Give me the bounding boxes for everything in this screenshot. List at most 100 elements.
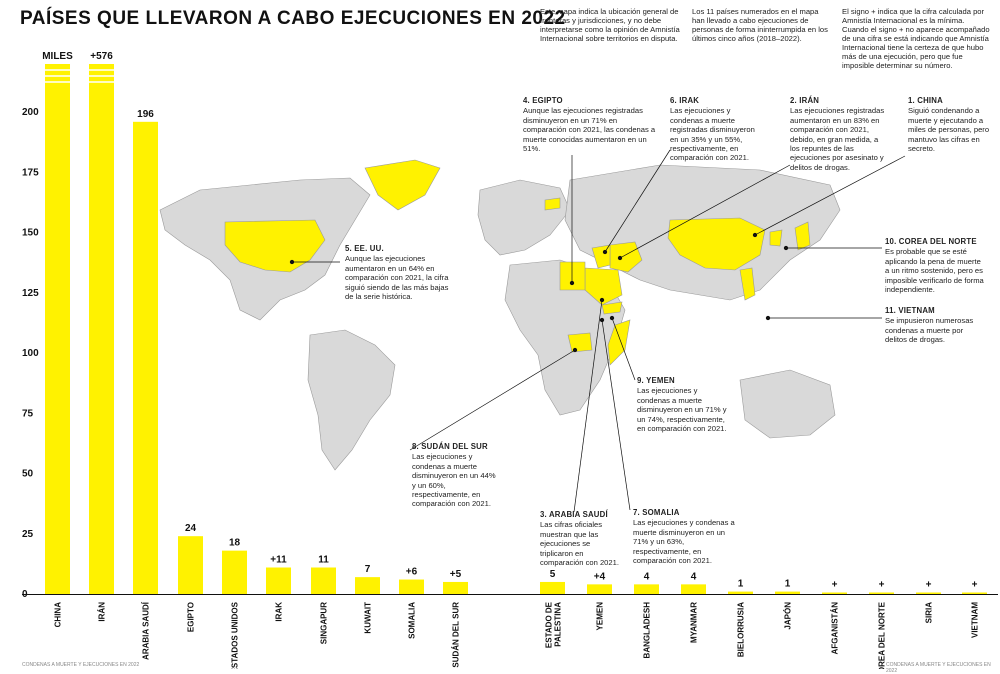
leader-south-sudan xyxy=(409,349,576,451)
bar xyxy=(634,584,659,594)
leader-china xyxy=(754,155,906,236)
callout-title: 8. SUDÁN DEL SUR xyxy=(412,442,488,451)
map-sudan-south xyxy=(567,332,593,353)
map-somalia xyxy=(607,319,631,366)
category-label: IRAK xyxy=(275,602,284,622)
category-label: EGIPTO xyxy=(187,602,196,632)
y-tick-label: 150 xyxy=(22,228,39,239)
callout-somalia: 7. SOMALIA Las ejecuciones y condenas a … xyxy=(633,508,738,565)
bar-value-label: 11 xyxy=(318,555,329,566)
map-land xyxy=(159,159,841,471)
leader-dot-saudi xyxy=(599,297,605,303)
bar-value-label: 1 xyxy=(785,579,791,590)
bar xyxy=(266,567,291,594)
map-south-america xyxy=(307,329,396,471)
category-label: AFGANISTÁN xyxy=(831,602,840,655)
bar-value-label: 24 xyxy=(185,523,197,534)
callout-yemen: 9. YEMEN Las ejecuciones y condenas a mu… xyxy=(637,376,727,433)
callout-north-korea: 10. COREA DEL NORTE Es probable que se e… xyxy=(885,237,985,294)
category-label: ARABIA SAUDÍ xyxy=(142,601,151,660)
bar xyxy=(869,592,894,594)
y-tick-label: 125 xyxy=(22,288,39,299)
callout-body: Las ejecuciones y condenas a muerte dism… xyxy=(412,452,496,509)
callout-body: Se impusieron numerosas condenas a muert… xyxy=(885,316,974,345)
leader-dot-yemen xyxy=(609,315,615,321)
callout-body: Aunque las ejecuciones registradas dismi… xyxy=(523,106,656,154)
bar-value-label: + xyxy=(879,580,885,591)
bar-value-label: 5 xyxy=(550,569,556,580)
category-label: SIRIA xyxy=(925,602,934,624)
bar xyxy=(311,567,336,594)
map-north-korea xyxy=(769,229,783,247)
callout-title: 4. EGIPTO xyxy=(523,96,563,105)
leader-dot-iraq xyxy=(602,249,608,255)
callout-body: Las ejecuciones y condenas a muerte dism… xyxy=(633,518,735,566)
leader-dot-somalia xyxy=(599,317,605,323)
bar-value-label: +576 xyxy=(90,51,113,62)
callout-iraq: 6. IRAK Las ejecuciones y condenas a mue… xyxy=(670,96,765,163)
intro-map-note: Este mapa indica la ubicación general de… xyxy=(540,7,680,43)
bar-value-label: MILES xyxy=(42,51,73,62)
category-label: YEMEN xyxy=(596,602,605,631)
category-label: SOMALIA xyxy=(408,602,417,639)
bar xyxy=(916,592,941,594)
map-japan xyxy=(794,221,811,251)
leader-dot-usa xyxy=(289,259,295,265)
callout-vietnam: 11. VIETNAM Se impusieron numerosas cond… xyxy=(885,306,975,345)
callout-south-sudan: 8. SUDÁN DEL SUR Las ejecuciones y conde… xyxy=(412,442,497,509)
y-tick-label: 100 xyxy=(22,348,39,359)
bar-value-label: 18 xyxy=(229,538,241,549)
callout-china: 1. CHINA Siguió condenando a muerte y ej… xyxy=(908,96,998,153)
map-usa xyxy=(224,219,326,273)
callout-title: 7. SOMALIA xyxy=(633,508,680,517)
bar xyxy=(89,64,114,594)
map-egypt xyxy=(559,261,586,291)
bar xyxy=(681,584,706,594)
leader-iran xyxy=(619,164,791,259)
y-tick-label: 25 xyxy=(22,529,34,540)
bar xyxy=(822,592,847,594)
callout-title: 9. YEMEN xyxy=(637,376,675,385)
bar-value-label: + xyxy=(832,580,838,591)
category-label: CHINA xyxy=(54,602,63,628)
leader-iraq xyxy=(604,149,671,253)
map-greenland xyxy=(364,159,441,211)
y-tick-label: 75 xyxy=(22,408,34,419)
footnote-left: CONDENAS A MUERTE Y EJECUCIONES EN 2022 xyxy=(22,662,140,668)
world-map xyxy=(159,159,841,471)
leader-dot-vietnam xyxy=(765,315,771,321)
category-label: MYANMAR xyxy=(690,602,699,643)
callout-title: 10. COREA DEL NORTE xyxy=(885,237,977,246)
intro-numbered-note: Los 11 países numerados en el mapa han l… xyxy=(692,7,828,43)
callout-title: 6. IRAK xyxy=(670,96,700,105)
bar xyxy=(728,591,753,594)
callout-usa: 5. EE. UU. Aunque las ejecuciones aument… xyxy=(345,244,455,301)
bar xyxy=(355,577,380,594)
bar xyxy=(962,592,987,594)
callout-body: Las cifras oficiales muestran que las ej… xyxy=(540,520,619,568)
footnote-right: CONDENAS A MUERTE Y EJECUCIONES EN 2022 xyxy=(886,662,991,674)
category-label: BIELORRUSIA xyxy=(737,602,746,657)
bar xyxy=(399,579,424,594)
callout-title: 5. EE. UU. xyxy=(345,244,384,253)
callout-title: 3. ARABIA SAUDÍ xyxy=(540,510,608,519)
callout-egypt: 4. EGIPTO Aunque las ejecuciones registr… xyxy=(523,96,658,153)
bar xyxy=(45,64,70,594)
bar-value-label: + xyxy=(972,580,978,591)
map-yemen xyxy=(601,301,623,315)
leader-dot-china xyxy=(752,232,758,238)
bar-value-label: 4 xyxy=(644,571,650,582)
callout-title: 1. CHINA xyxy=(908,96,943,105)
bar-value-label: +5 xyxy=(450,569,462,580)
callout-body: Las ejecuciones y condenas a muerte dism… xyxy=(637,386,727,434)
y-tick-label: 200 xyxy=(22,107,39,118)
callout-title: 2. IRÁN xyxy=(790,96,820,105)
callout-body: Las ejecuciones registradas aumentaron e… xyxy=(790,106,885,172)
bar-value-label: 1 xyxy=(738,579,744,590)
category-label: VIETNAM xyxy=(971,602,980,638)
category-label: COREA DEL NORTE xyxy=(878,601,887,669)
y-tick-label: 50 xyxy=(22,469,34,480)
callout-iran: 2. IRÁN Las ejecuciones registradas aume… xyxy=(790,96,890,172)
callout-body: Es probable que se esté aplicando la pen… xyxy=(885,247,984,295)
